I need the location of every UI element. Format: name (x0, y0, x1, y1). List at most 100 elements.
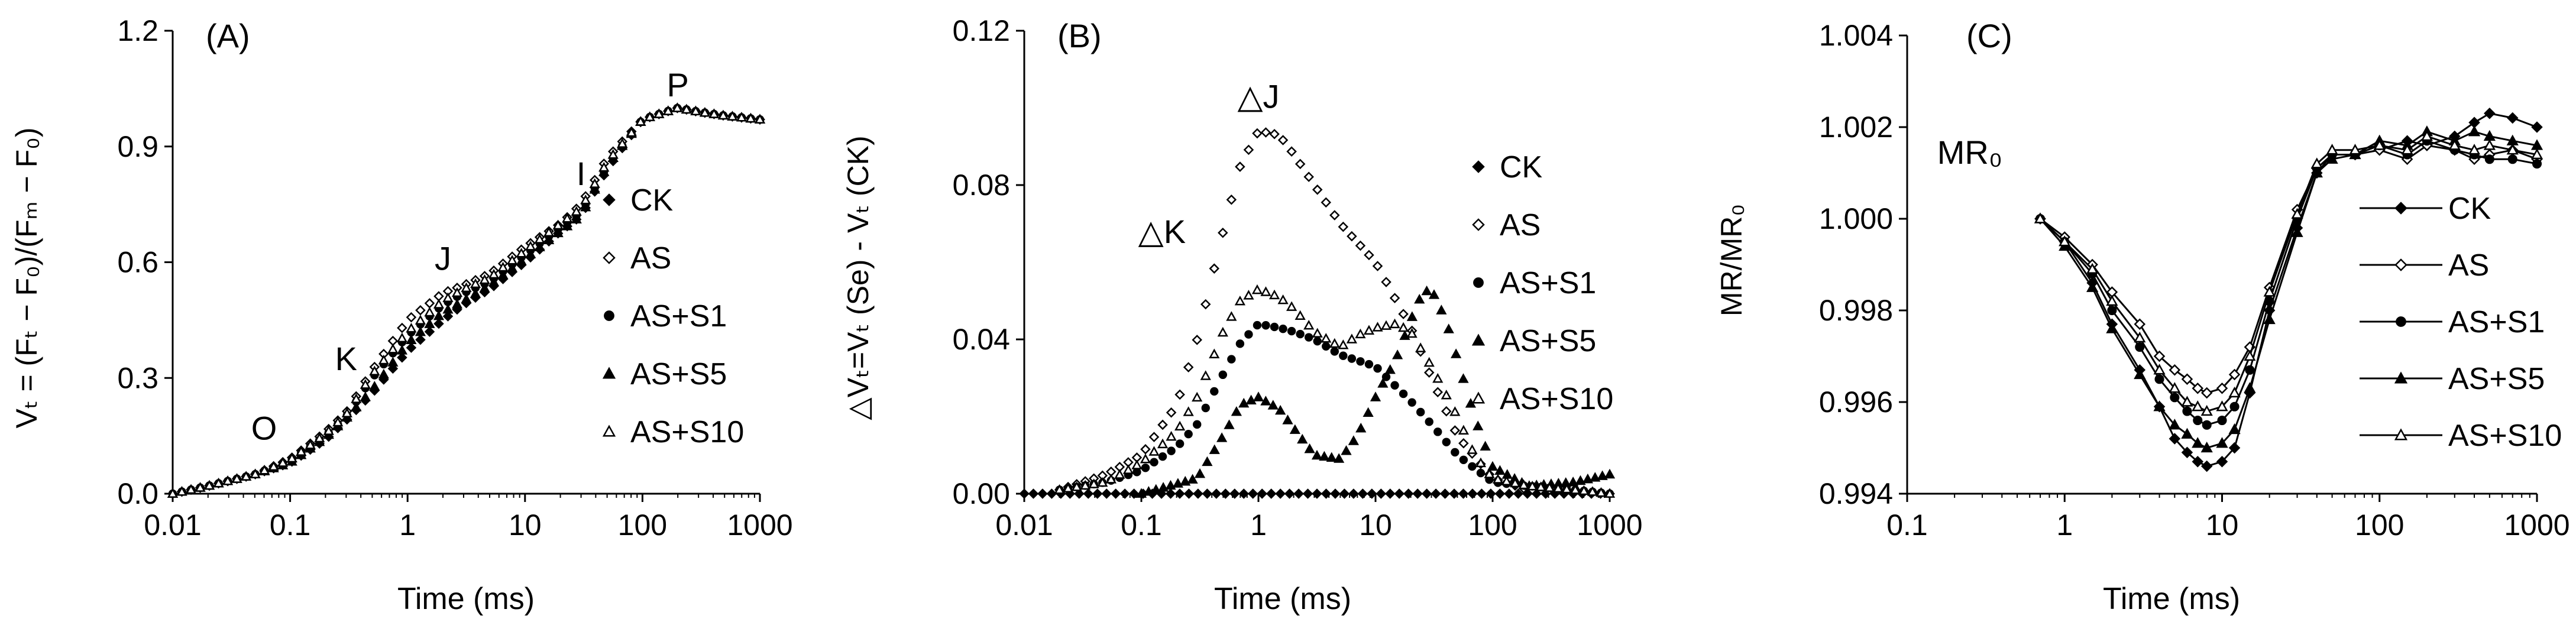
series-as-s5 (2034, 125, 2543, 453)
data-point (1193, 488, 1203, 499)
y-tick-label: 0.0 (117, 477, 158, 510)
data-point (1150, 458, 1158, 466)
data-point (1132, 468, 1141, 477)
data-point (1295, 158, 1306, 170)
data-point (1054, 484, 1065, 494)
legend-item: CK (603, 183, 674, 218)
data-point (1439, 488, 1451, 499)
annotation-label: K (335, 340, 357, 377)
data-point (1231, 406, 1242, 416)
x-tick-label: 100 (618, 508, 667, 542)
x-tick-label: 1000 (1577, 508, 1642, 542)
data-point (433, 318, 444, 329)
data-point (717, 109, 729, 120)
panel-a: (A) Vₜ = (Fₜ − F₀)/(Fₘ − F₀) Time (ms) (10, 17, 535, 616)
data-point (2170, 393, 2180, 403)
data-point (1216, 432, 1228, 442)
data-point (1398, 309, 1409, 319)
data-point (1234, 295, 1246, 306)
data-point (2228, 386, 2241, 398)
series-line (2039, 135, 2538, 413)
panel-a-ylabel: Vₜ = (Fₜ − F₀)/(Fₘ − F₀) (10, 127, 43, 428)
data-point (1268, 289, 1280, 300)
data-point (167, 488, 179, 498)
data-point (2216, 437, 2228, 448)
data-point (305, 439, 316, 449)
data-point (2291, 226, 2303, 237)
data-point (1363, 407, 1374, 417)
data-point (1286, 301, 1297, 311)
legend-item: AS (2360, 248, 2489, 283)
legend-item: AS+S10 (2360, 419, 2562, 453)
data-point (461, 282, 472, 293)
y-tick-label: 1.002 (1819, 111, 1893, 144)
data-point (2530, 148, 2543, 160)
data-point (2310, 166, 2323, 178)
data-point (506, 254, 518, 265)
data-point (1389, 293, 1400, 303)
data-point (1390, 381, 1399, 390)
data-point (369, 365, 380, 375)
data-point (1122, 464, 1134, 474)
data-point (1200, 299, 1211, 310)
data-point (1148, 446, 1160, 456)
data-point (442, 292, 454, 302)
data-point (727, 111, 738, 121)
data-point (2192, 382, 2204, 394)
panel-c-plot: 0.1 1 10 100 1000 0.994 0.996 0.998 1.000 1.002 1.… (1819, 19, 2570, 542)
data-point (745, 112, 756, 123)
data-point (2483, 139, 2496, 150)
x-tick-label: 0.1 (1121, 508, 1162, 542)
data-point (1407, 398, 1416, 407)
data-point (1432, 372, 1444, 383)
legend-marker (1472, 160, 1485, 173)
data-point (681, 103, 692, 114)
data-point (488, 276, 500, 287)
data-point (1319, 451, 1330, 461)
data-point (442, 311, 454, 322)
data-point (1184, 429, 1193, 439)
data-point (1243, 144, 1254, 156)
data-point (1097, 477, 1108, 487)
data-point (1312, 184, 1323, 195)
data-point (176, 486, 187, 496)
panel-a-xlabel: Time (ms) (397, 582, 535, 616)
data-point (1074, 488, 1085, 499)
data-point (1247, 488, 1258, 499)
data-point (387, 357, 399, 367)
legend-label: AS+S1 (2448, 305, 2545, 339)
data-point (2373, 139, 2386, 150)
data-point (1252, 128, 1263, 139)
data-point (690, 105, 701, 115)
data-point (1364, 250, 1374, 261)
data-point (1501, 475, 1512, 485)
data-point (1587, 486, 1598, 496)
data-point (543, 226, 555, 237)
data-point (1279, 324, 1287, 333)
data-point (231, 473, 242, 483)
data-point (378, 354, 389, 365)
data-point (1183, 362, 1194, 372)
panel-a-label: (A) (206, 17, 250, 54)
data-point (1157, 438, 1169, 449)
data-point (2291, 208, 2303, 219)
data-point (644, 111, 655, 121)
data-point (1229, 488, 1240, 499)
data-point (1235, 339, 1245, 348)
data-point (562, 213, 573, 223)
data-point (2244, 382, 2256, 393)
data-point (2134, 318, 2146, 331)
data-point (1150, 484, 1161, 494)
x-tick-label: 1000 (727, 508, 792, 542)
data-point (2531, 121, 2543, 133)
data-point (525, 248, 536, 258)
data-point (571, 206, 582, 216)
data-point (1415, 342, 1426, 352)
data-point (2200, 387, 2213, 399)
data-point (378, 368, 389, 379)
data-point (406, 312, 417, 323)
legend-item: AS (603, 241, 671, 276)
panel-c: (C) MR/MR₀ Time (ms) (1715, 17, 2240, 616)
panel-c-label: (C) (1966, 17, 2012, 54)
data-point (580, 194, 591, 205)
